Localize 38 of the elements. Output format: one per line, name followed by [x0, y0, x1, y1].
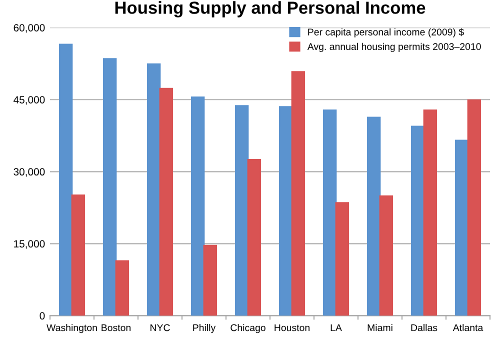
bar [190, 96, 205, 316]
bar [115, 260, 130, 316]
bar [379, 195, 394, 316]
x-tick-label: Philly [193, 324, 216, 334]
bar [146, 63, 161, 316]
bar [467, 99, 482, 316]
x-tick-label: Chicago [230, 324, 266, 334]
bar [58, 44, 73, 316]
x-tick-label: Dallas [411, 324, 438, 332]
bar [291, 71, 306, 316]
y-tick-label: 45,000 [14, 96, 45, 105]
x-tick-label: Atlanta [452, 324, 484, 332]
x-tick-label: LA [330, 324, 342, 332]
bar [322, 109, 337, 316]
y-tick-label: 0 [40, 312, 45, 320]
bar [234, 105, 249, 316]
bar [335, 202, 350, 316]
bar [71, 194, 86, 316]
bar [247, 158, 262, 316]
y-tick-label: 15,000 [14, 240, 45, 249]
bar [366, 116, 381, 316]
x-tick-label: Boston [102, 324, 131, 332]
bar [203, 244, 218, 316]
legend-label: Per capita personal income (2009) $ [308, 28, 464, 38]
bar [410, 126, 425, 316]
bar [454, 140, 469, 316]
x-tick-label: NYC [150, 324, 170, 332]
y-tick-label: 30,000 [14, 168, 45, 177]
bar [278, 106, 293, 316]
bar [102, 58, 117, 316]
x-tick-label: Houston [274, 324, 310, 332]
x-tick-label: Washington [46, 324, 97, 334]
bar [159, 88, 174, 316]
bar [423, 109, 438, 316]
x-tick-label: Miami [368, 324, 392, 332]
chart-title: Housing Supply and Personal Income [115, 1, 426, 18]
legend-label: Avg. annual housing permits 2003–2010 [307, 42, 481, 52]
y-tick-label: 60,000 [14, 24, 45, 33]
